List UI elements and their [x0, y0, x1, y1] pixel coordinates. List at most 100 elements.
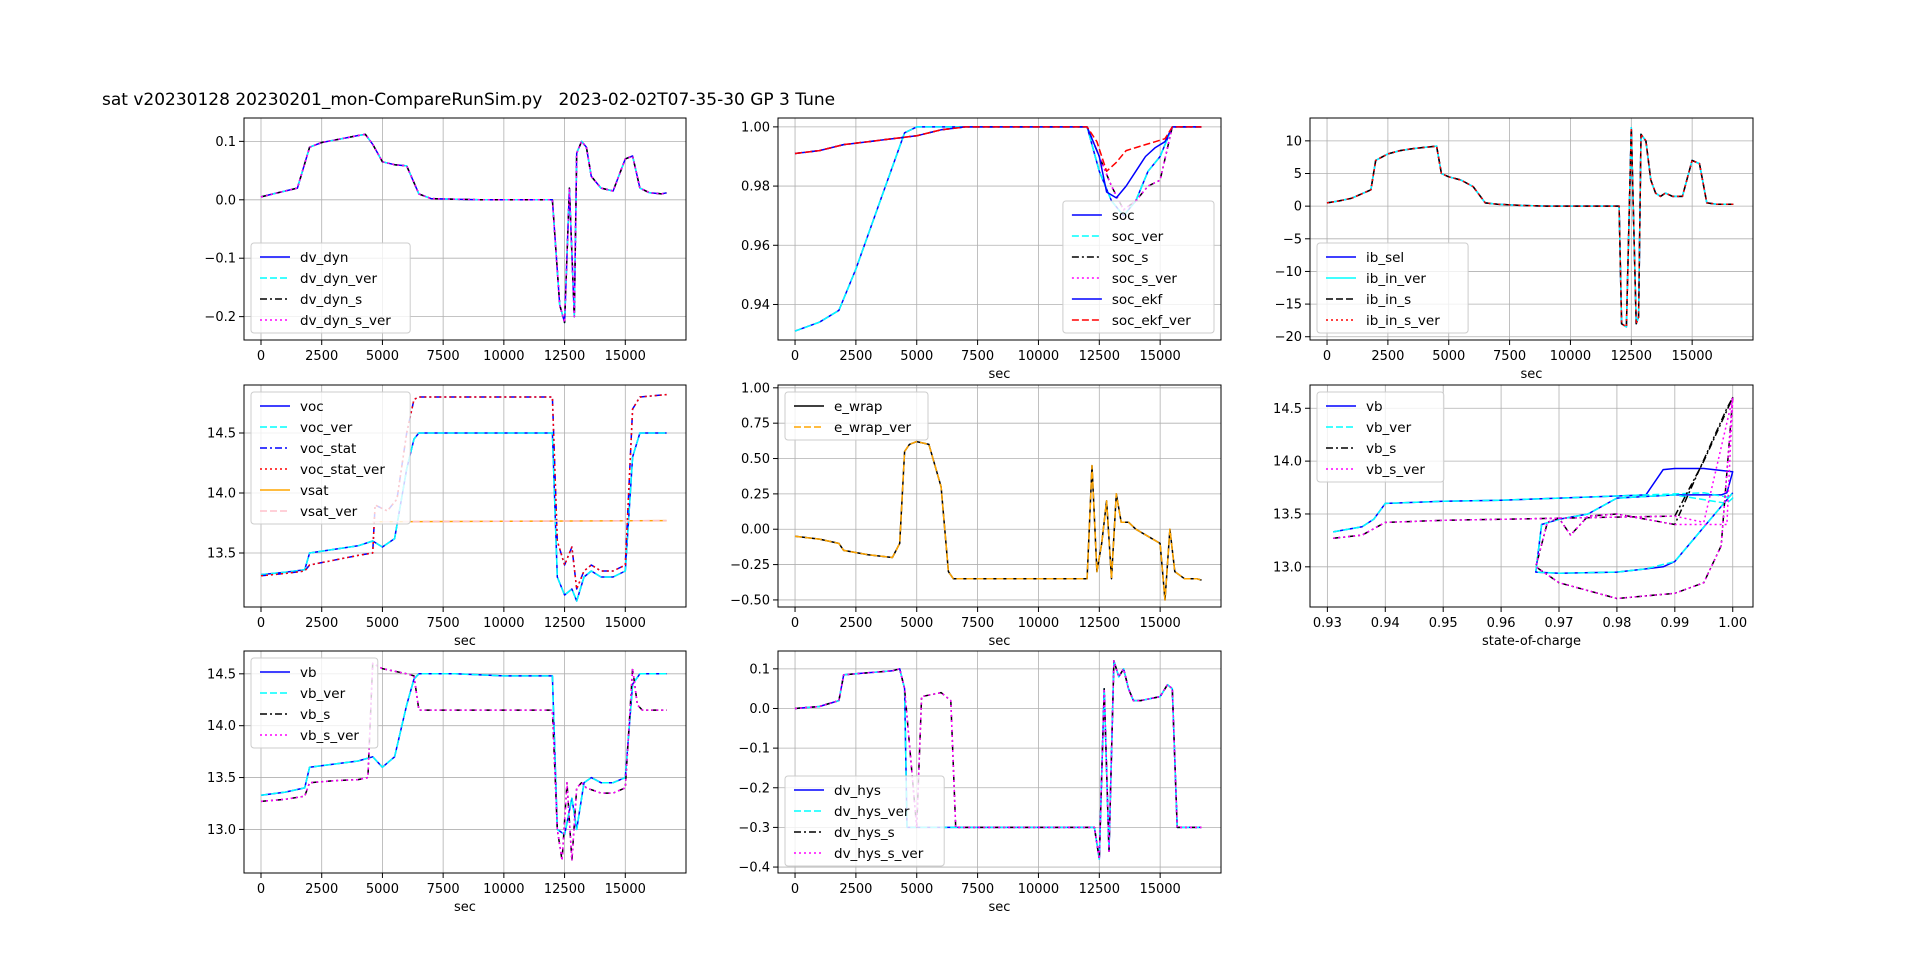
legend-label: dv_dyn_s_ver — [300, 313, 391, 329]
x-tick-label: 2500 — [305, 616, 338, 631]
figure-title: sat v20230128 20230201_mon-CompareRunSim… — [102, 90, 836, 110]
legend: dv_hys dv_hys_ver dv_hys_s dv_hys_s_ver — [784, 775, 945, 867]
x-tick-label: 5000 — [366, 882, 399, 897]
subplot-6: 0.93 0.94 0.95 0.96 0.97 0.98 0.99 1.00 13.0 13.5… — [1273, 384, 1754, 649]
x-axis-label: sec — [989, 900, 1011, 915]
y-tick-label: 13.5 — [207, 771, 236, 786]
legend-label: voc_stat — [300, 441, 356, 457]
x-tick-label: 0 — [791, 882, 799, 897]
x-tick-label: 15000 — [1139, 349, 1180, 364]
x-tick-label: 15000 — [605, 349, 646, 364]
subplot-7: 0 2500 5000 7500 10000 12500 15000 13.0 13.5 14.0… — [207, 650, 687, 915]
legend-box — [784, 391, 929, 441]
series-line-dv_hys_s_ver — [794, 660, 1202, 860]
y-tick-label: 0.1 — [749, 662, 770, 677]
legend-label: dv_hys_s_ver — [834, 846, 924, 862]
subplot-4: 0 2500 5000 7500 10000 12500 15000 13.5 14.0 14.5… — [207, 384, 687, 649]
x-tick-label: 7500 — [427, 882, 460, 897]
x-tick-label: 15000 — [605, 616, 646, 631]
legend-label: vb_s_ver — [300, 728, 359, 744]
x-tick-label: 7500 — [1493, 349, 1526, 364]
y-tick-label: 13.5 — [1273, 507, 1302, 522]
y-tick-label: 0.00 — [741, 523, 770, 538]
x-tick-label: 10000 — [483, 349, 524, 364]
legend-label: dv_dyn — [300, 250, 348, 266]
legend-label: voc — [300, 399, 324, 415]
x-tick-label: 10000 — [1018, 349, 1059, 364]
x-tick-label: 0.94 — [1371, 616, 1400, 631]
legend-label: ib_in_ver — [1366, 271, 1426, 287]
legend-label: vb_s_ver — [1366, 462, 1425, 478]
y-tick-label: 0.0 — [749, 702, 770, 717]
y-tick-label: 13.0 — [1273, 560, 1302, 575]
y-tick-label: 14.0 — [207, 719, 236, 734]
x-tick-label: 7500 — [961, 349, 994, 364]
y-tick-label: −0.3 — [738, 821, 770, 836]
axes-frame — [777, 650, 1222, 874]
x-tick-label: 5000 — [900, 882, 933, 897]
x-tick-label: 0 — [791, 349, 799, 364]
x-tick-label: 0.96 — [1487, 616, 1516, 631]
legend: dv_dyn dv_dyn_ver dv_dyn_s dv_dyn_s_ver — [250, 242, 411, 334]
legend: vb vb_ver vb_s vb_s_ver — [1316, 391, 1445, 483]
x-tick-label: 1.00 — [1718, 616, 1747, 631]
legend-label: soc — [1112, 208, 1135, 224]
legend: ib_sel ib_in_ver ib_in_s ib_in_s_ver — [1316, 242, 1469, 334]
x-tick-label: 2500 — [839, 349, 872, 364]
series-line-voc_ver — [260, 432, 667, 602]
legend-label: vb_ver — [1366, 420, 1412, 436]
y-tick-label: 0.0 — [215, 193, 236, 208]
y-tick-label: 14.5 — [207, 667, 236, 682]
axes-frame — [1309, 117, 1754, 341]
y-tick-label: −0.2 — [738, 781, 770, 796]
y-tick-label: 0.25 — [741, 487, 770, 502]
legend-label: voc_ver — [300, 420, 353, 436]
legend-label: vb_s — [300, 707, 330, 723]
x-tick-label: 0.95 — [1429, 616, 1458, 631]
legend-box — [250, 242, 411, 334]
x-tick-label: 7500 — [961, 882, 994, 897]
x-tick-label: 10000 — [1550, 349, 1591, 364]
series-line-vb — [1333, 467, 1734, 574]
legend-label: e_wrap — [834, 399, 883, 415]
legend-label: e_wrap_ver — [834, 420, 912, 436]
x-tick-label: 12500 — [544, 882, 585, 897]
y-tick-label: 1.00 — [741, 120, 770, 135]
legend-label: soc_ekf — [1112, 292, 1164, 308]
y-tick-label: 13.0 — [207, 823, 236, 838]
x-tick-label: 0.99 — [1660, 616, 1689, 631]
y-tick-label: −0.2 — [204, 310, 236, 325]
y-tick-label: 13.5 — [207, 547, 236, 562]
axes-frame — [1309, 384, 1754, 608]
legend-label: dv_dyn_ver — [300, 271, 377, 287]
x-tick-label: 0 — [257, 882, 265, 897]
series-line-vsat_ver — [372, 519, 667, 523]
legend-label: vb — [1366, 399, 1383, 415]
subplot-5: 0 2500 5000 7500 10000 12500 15000 −0.50 −0.25 0.… — [730, 381, 1222, 649]
y-tick-label: 14.0 — [1273, 455, 1302, 470]
legend-label: soc_s — [1112, 250, 1149, 266]
y-tick-label: −0.25 — [730, 558, 770, 573]
x-tick-label: 10000 — [1018, 882, 1059, 897]
legend-box — [250, 657, 379, 749]
legend-label: dv_hys_s — [834, 825, 895, 841]
x-axis-label: state-of-charge — [1482, 634, 1581, 649]
series-line-vb_ver — [260, 673, 667, 836]
x-tick-label: 0.93 — [1313, 616, 1342, 631]
series-line-dv_dyn_s_ver — [260, 133, 667, 324]
y-tick-label: −5 — [1283, 232, 1302, 247]
y-tick-label: −0.4 — [738, 861, 770, 876]
y-tick-label: −0.1 — [204, 252, 236, 267]
x-tick-label: 2500 — [839, 882, 872, 897]
x-axis-label: sec — [989, 634, 1011, 649]
x-tick-label: 15000 — [1671, 349, 1712, 364]
axes-frame — [243, 384, 687, 608]
x-tick-label: 5000 — [366, 349, 399, 364]
x-tick-label: 2500 — [1371, 349, 1404, 364]
x-tick-label: 12500 — [1079, 349, 1120, 364]
legend: vb vb_ver vb_s vb_s_ver — [250, 657, 379, 749]
legend-box — [1062, 200, 1215, 334]
legend: e_wrap e_wrap_ver — [784, 391, 929, 441]
y-tick-label: −10 — [1275, 265, 1302, 280]
